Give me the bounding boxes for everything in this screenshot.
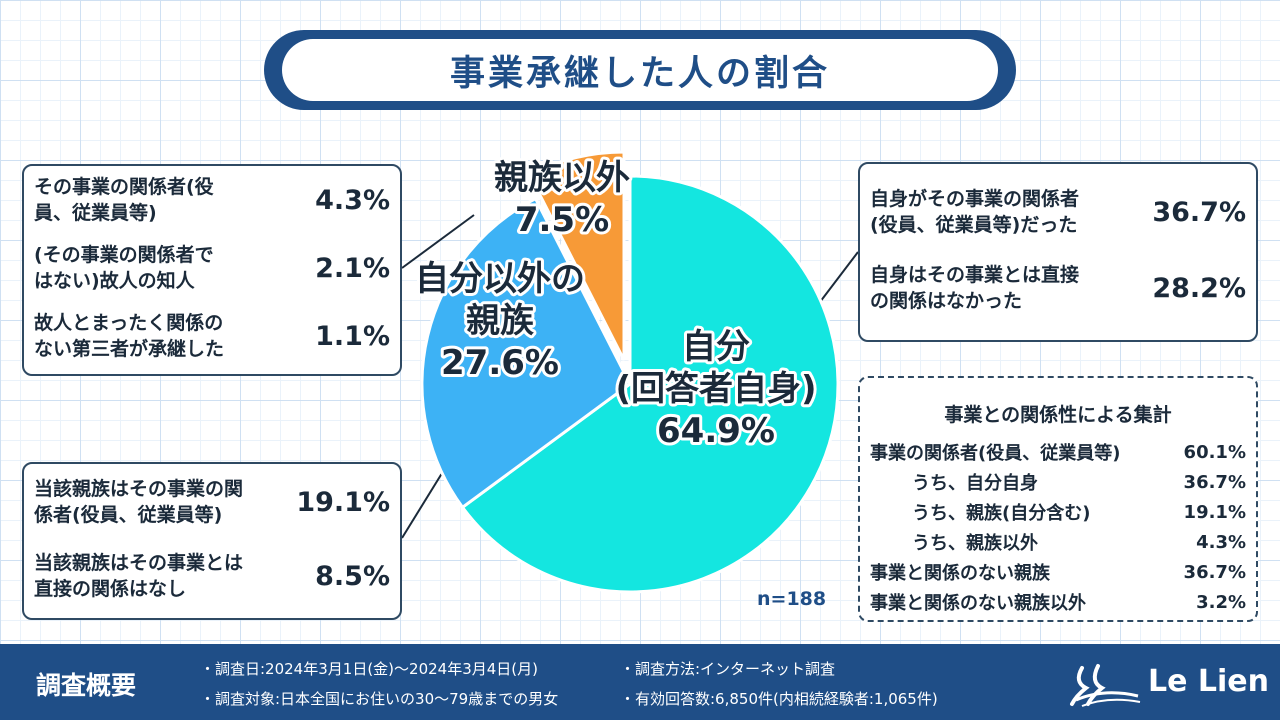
survey-heading: 調査概要 bbox=[36, 671, 137, 700]
pie-slice-self bbox=[460, 174, 840, 594]
aggregate-row: 事業と関係のない親族以外 3.2% bbox=[870, 591, 1246, 615]
breakdown-row: その事業の関係者(役 員、従業員等) 4.3% bbox=[34, 176, 390, 224]
box-family-breakdown: 当該親族はその事業の関 係者(役員、従業員等) 19.1% 当該親族はその事業とは… bbox=[22, 462, 402, 620]
aggregate-row: うち、親族(自分含む) 19.1% bbox=[912, 501, 1246, 525]
brand-name: Le Lien bbox=[1148, 664, 1270, 699]
pie-label-self: 自分(回答者自身) 64.9% bbox=[615, 327, 816, 451]
survey-responses: ・有効回答数:6,850件(内相続経験者:1,065件) bbox=[620, 690, 938, 708]
survey-target: ・調査対象:日本全国にお住いの30〜79歳までの男女 bbox=[200, 690, 559, 708]
brand-logo-icon bbox=[1070, 664, 1141, 707]
breakdown-row: 自身がその事業の関係者 (役員、従業員等)だった 36.7% bbox=[870, 188, 1246, 236]
survey-method: ・調査方法:インターネット調査 bbox=[620, 660, 836, 678]
pie-label-non-family: 親族以外 7.5% bbox=[494, 158, 630, 240]
aggregate-row: 事業の関係者(役員、従業員等) 60.1% bbox=[870, 441, 1246, 465]
sample-size-label: n=188 bbox=[757, 588, 827, 610]
breakdown-row: 自身はその事業とは直接 の関係はなかった 28.2% bbox=[870, 264, 1246, 312]
box-non-family-breakdown: その事業の関係者(役 員、従業員等) 4.3% (その事業の関係者で はない)故人の… bbox=[22, 164, 402, 376]
survey-date: ・調査日:2024年3月1日(金)〜2024年3月4日(月) bbox=[200, 660, 538, 678]
pie-slice-non-family bbox=[527, 150, 626, 361]
box-self-breakdown: 自身がその事業の関係者 (役員、従業員等)だった 36.7% 自身はその事業とは直… bbox=[858, 162, 1258, 342]
aggregate-box: 事業との関係性による集計 事業の関係者(役員、従業員等) 60.1% うち、自分自… bbox=[858, 376, 1258, 622]
page-title: 事業承継した人の割合 bbox=[282, 39, 998, 101]
survey-footer: 調査概要 ・調査日:2024年3月1日(金)〜2024年3月4日(月) ・調査対… bbox=[0, 644, 1280, 720]
breakdown-row: 当該親族はその事業の関 係者(役員、従業員等) 19.1% bbox=[34, 478, 390, 526]
aggregate-row: 事業と関係のない親族 36.7% bbox=[870, 561, 1246, 585]
aggregate-row: うち、親族以外 4.3% bbox=[912, 531, 1246, 555]
breakdown-row: 故人とまったく関係の ない第三者が承継した 1.1% bbox=[34, 312, 390, 360]
title-banner: 事業承継した人の割合 bbox=[264, 30, 1016, 110]
aggregate-title: 事業との関係性による集計 bbox=[944, 404, 1172, 426]
pie-slice-other-family bbox=[420, 196, 632, 510]
aggregate-row: うち、自分自身 36.7% bbox=[912, 471, 1246, 495]
breakdown-row: (その事業の関係者で はない)故人の知人 2.1% bbox=[34, 244, 390, 292]
pie-label-other-family: 自分以外の親族 27.6% bbox=[415, 259, 585, 383]
breakdown-row: 当該親族はその事業とは 直接の関係はなし 8.5% bbox=[34, 552, 390, 600]
